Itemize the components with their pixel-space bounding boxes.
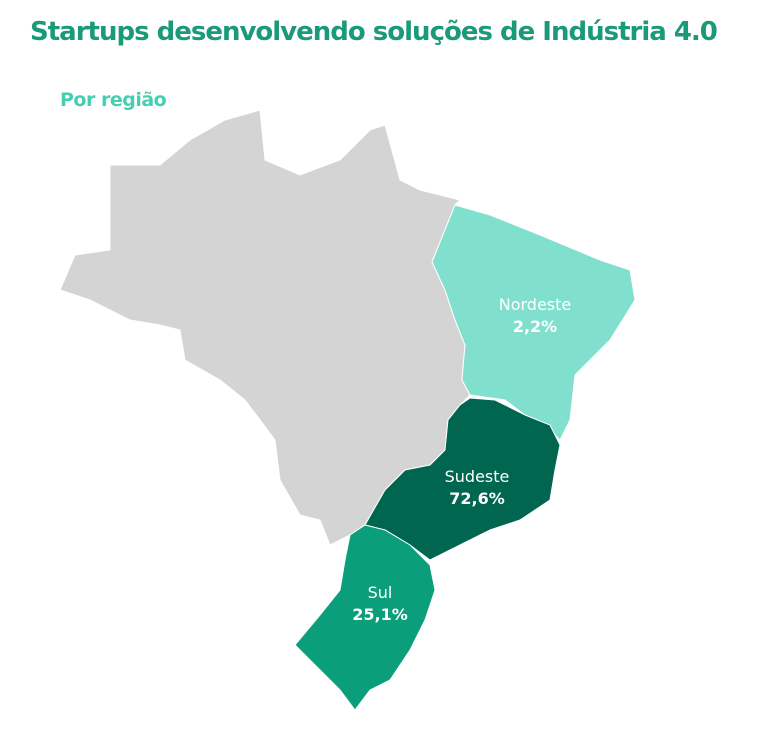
subtitle: Por região bbox=[60, 89, 167, 111]
region-name: Sudeste bbox=[445, 467, 510, 486]
region-name: Nordeste bbox=[499, 295, 572, 314]
region-name: Sul bbox=[368, 583, 393, 602]
region-value: 25,1% bbox=[352, 605, 408, 624]
region bbox=[431, 204, 636, 441]
region bbox=[294, 524, 436, 711]
region-value: 72,6% bbox=[449, 489, 505, 508]
region-value: 2,2% bbox=[513, 317, 557, 336]
title: Startups desenvolvendo soluções de Indús… bbox=[30, 17, 717, 47]
region bbox=[364, 397, 561, 561]
